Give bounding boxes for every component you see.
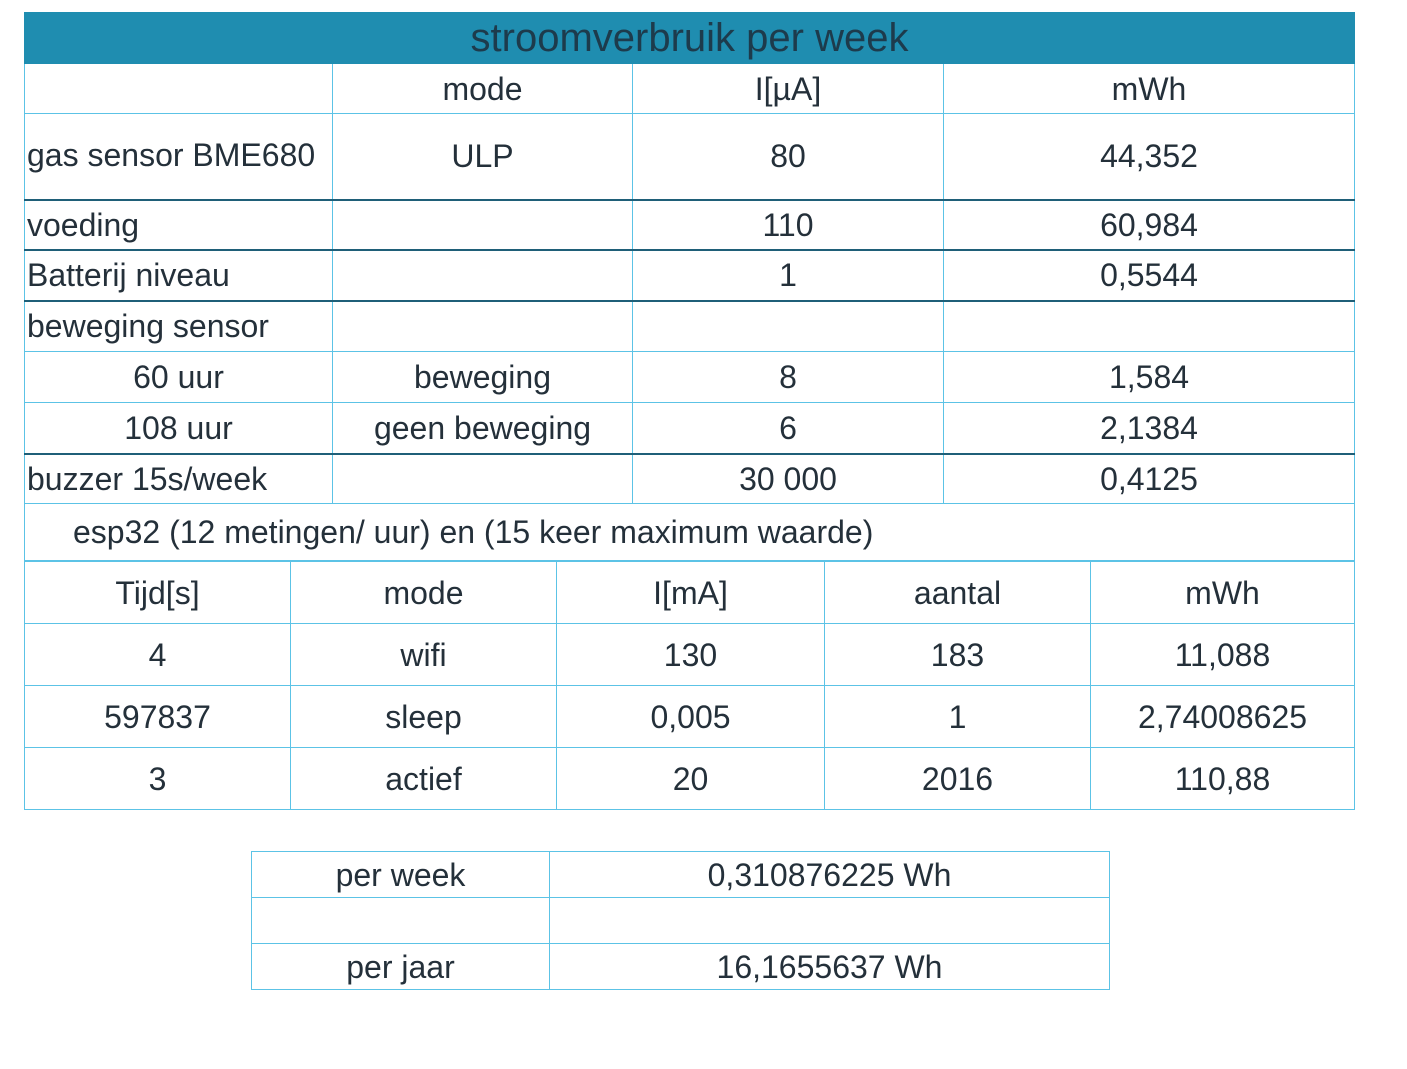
esp32-table: Tijd[s] mode I[mA] aantal mWh 4 wifi 130…	[24, 561, 1355, 810]
summary-label: per week	[251, 851, 550, 898]
row-current	[632, 299, 944, 352]
header-current: I[µA]	[632, 63, 944, 114]
row-mode: geen beweging	[332, 402, 633, 454]
summary-row	[251, 897, 1110, 944]
table-row: 4 wifi 130 183 11,088	[24, 623, 1355, 686]
header-cell	[24, 63, 333, 114]
row-label: gas sensor BME680	[24, 113, 333, 200]
summary-row: per jaar 16,1655637 Wh	[251, 943, 1110, 990]
header-time: Tijd[s]	[24, 561, 291, 624]
row-label: 60 uur	[24, 351, 333, 403]
row-mwh: 1,584	[943, 351, 1355, 403]
summary-row: per week 0,310876225 Wh	[251, 851, 1110, 898]
row-mode	[332, 452, 633, 504]
summary-value	[549, 897, 1110, 944]
row-mwh: 60,984	[943, 198, 1355, 250]
cell-count: 1	[824, 685, 1091, 748]
row-current: 80	[632, 113, 944, 200]
row-label: buzzer 15s/week	[24, 452, 333, 504]
table-row: 108 uur geen beweging 6 2,1384	[24, 402, 1355, 454]
table-row: gas sensor BME680 ULP 80 44,352	[24, 113, 1355, 200]
cell-mode: actief	[290, 747, 557, 810]
cell-mwh: 11,088	[1090, 623, 1355, 686]
row-label: beweging sensor	[24, 299, 333, 352]
cell-time: 3	[24, 747, 291, 810]
summary-table: per week 0,310876225 Wh per jaar 16,1655…	[251, 851, 1110, 990]
table-row: voeding 110 60,984	[24, 198, 1355, 250]
cell-current: 130	[556, 623, 825, 686]
row-current: 110	[632, 198, 944, 250]
cell-count: 183	[824, 623, 1091, 686]
cell-count: 2016	[824, 747, 1091, 810]
header-count: aantal	[824, 561, 1091, 624]
table-row: 60 uur beweging 8 1,584	[24, 351, 1355, 403]
cell-time: 597837	[24, 685, 291, 748]
table-row: Batterij niveau 1 0,5544	[24, 248, 1355, 301]
table-row: beweging sensor	[24, 299, 1355, 352]
cell-mode: sleep	[290, 685, 557, 748]
summary-value: 0,310876225 Wh	[549, 851, 1110, 898]
cell-mode: wifi	[290, 623, 557, 686]
row-mode	[332, 299, 633, 352]
table-title: stroomverbruik per week	[24, 12, 1355, 64]
cell-mwh: 110,88	[1090, 747, 1355, 810]
row-current: 8	[632, 351, 944, 403]
row-current: 1	[632, 248, 944, 301]
summary-label: per jaar	[251, 943, 550, 990]
header-mode: mode	[332, 63, 633, 114]
row-label: 108 uur	[24, 402, 333, 454]
header-mode: mode	[290, 561, 557, 624]
row-mwh: 2,1384	[943, 402, 1355, 454]
row-current: 6	[632, 402, 944, 454]
row-mwh	[943, 299, 1355, 352]
header-current: I[mA]	[556, 561, 825, 624]
cell-time: 4	[24, 623, 291, 686]
power-usage-table: stroomverbruik per week mode I[µA] mWh g…	[24, 12, 1355, 561]
esp-note: esp32 (12 metingen/ uur) en (15 keer max…	[24, 503, 1355, 561]
row-mode	[332, 248, 633, 301]
row-mwh: 0,4125	[943, 452, 1355, 504]
table-row: 597837 sleep 0,005 1 2,74008625	[24, 685, 1355, 748]
table-row: 3 actief 20 2016 110,88	[24, 747, 1355, 810]
header-row: mode I[µA] mWh	[24, 63, 1355, 114]
header-mwh: mWh	[1090, 561, 1355, 624]
cell-current: 0,005	[556, 685, 825, 748]
summary-label	[251, 897, 550, 944]
table-row: buzzer 15s/week 30 000 0,4125	[24, 452, 1355, 504]
row-mwh: 44,352	[943, 113, 1355, 200]
cell-mwh: 2,74008625	[1090, 685, 1355, 748]
cell-current: 20	[556, 747, 825, 810]
summary-value: 16,1655637 Wh	[549, 943, 1110, 990]
row-current: 30 000	[632, 452, 944, 504]
row-mwh: 0,5544	[943, 248, 1355, 301]
row-mode: ULP	[332, 113, 633, 200]
header-mwh: mWh	[943, 63, 1355, 114]
row-label: voeding	[24, 198, 333, 250]
row-mode	[332, 198, 633, 250]
esp-header-row: Tijd[s] mode I[mA] aantal mWh	[24, 561, 1355, 624]
row-label: Batterij niveau	[24, 248, 333, 301]
esp-note-row: esp32 (12 metingen/ uur) en (15 keer max…	[24, 503, 1355, 561]
row-mode: beweging	[332, 351, 633, 403]
